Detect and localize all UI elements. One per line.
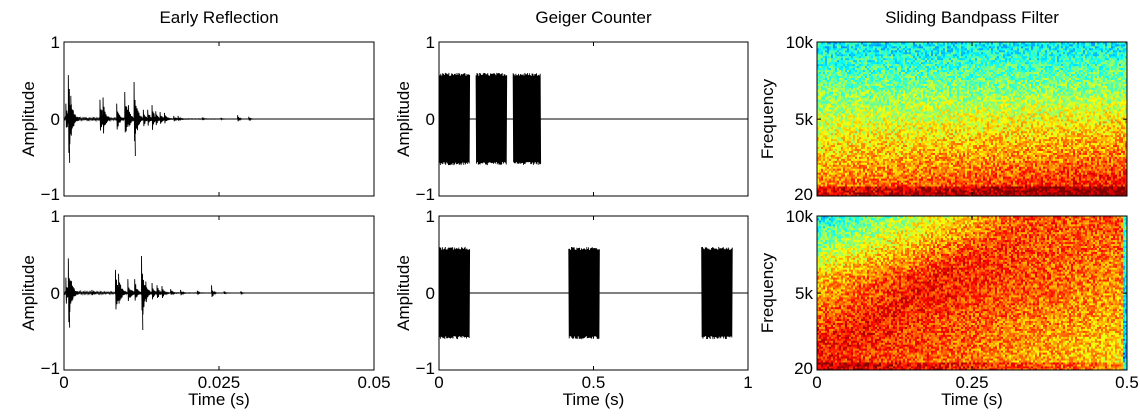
geiger-counter-bottom-xtick-label: 1 [743, 373, 752, 392]
early-reflection-top-reflection-4 [102, 97, 111, 134]
geiger-counter-bottom-xtick-label: 0.5 [582, 373, 606, 392]
sliding-bandpass-bottom-ytick-label: 20 [794, 359, 813, 378]
sliding-bandpass-bottom-xtick-label: 0.5 [1115, 373, 1139, 392]
early-reflection-bottom-ytick-label: 1 [51, 207, 60, 226]
sliding-bandpass-bottom-ytick-label: 5k [795, 284, 813, 303]
early-reflection-top-ytick-label: 0 [51, 110, 60, 129]
geiger-counter-bottom-plot-area [439, 246, 748, 340]
geiger-counter-bottom-ytick-label: 1 [426, 207, 435, 226]
sliding-bandpass-top-ytick-label: 20 [794, 185, 813, 204]
sliding-bandpass-top-ytick-label: 5k [795, 110, 813, 129]
early-reflection-top-reflection-17 [177, 115, 185, 121]
geiger-counter-top-title: Geiger Counter [535, 8, 652, 27]
early-reflection-top-reflection-20 [237, 115, 243, 122]
early-reflection-top-title: Early Reflection [159, 8, 278, 27]
sliding-bandpass-bottom-ytick-label: 10k [786, 207, 814, 226]
early-reflection-top-ytick-label: 1 [51, 33, 60, 52]
sliding-bandpass-top-panel: 20 5k 10k Sliding Bandpass Filter Frequency [758, 8, 1128, 204]
early-reflection-bottom-reflection-5 [118, 273, 128, 304]
early-reflection-bottom-ylabel: Amplitude [19, 255, 38, 331]
sliding-bandpass-bottom-panel: 20 5k 10k 0 0.25 0.5 Time (s) Frequency [758, 207, 1139, 409]
early-reflection-bottom-reflection-16 [211, 285, 217, 298]
early-reflection-bottom-xtick-label: 0.025 [198, 373, 241, 392]
early-reflection-bottom-plot-area [64, 256, 374, 330]
sliding-bandpass-bottom-cell [817, 368, 820, 370]
geiger-counter-bottom-ytick-label: 0 [426, 284, 435, 303]
early-reflection-top-reflection-15 [163, 112, 173, 124]
early-reflection-bottom-decay-tail [64, 289, 238, 296]
geiger-counter-bottom-burst-block-2 [701, 246, 733, 340]
geiger-counter-top-burst-block-2 [512, 73, 542, 165]
geiger-counter-top-plot-area [439, 72, 748, 166]
geiger-counter-bottom-xtick-label: 0 [434, 373, 443, 392]
geiger-counter-bottom-ylabel: Amplitude [394, 255, 413, 331]
early-reflection-bottom-xlabel: Time (s) [188, 390, 250, 409]
early-reflection-bottom-reflection-7 [134, 279, 143, 301]
sliding-bandpass-bottom-ylabel: Frequency [758, 252, 777, 333]
early-reflection-top-ytick-label: −1 [41, 185, 60, 204]
geiger-counter-bottom-xlabel: Time (s) [563, 390, 625, 409]
early-reflection-top-ylabel: Amplitude [19, 81, 38, 157]
sliding-bandpass-bottom-xlabel: Time (s) [941, 390, 1003, 409]
early-reflection-top-panel: −1 0 1 Early Reflection Amplitude [19, 8, 375, 204]
early-reflection-top-reflection-2 [70, 95, 79, 136]
early-reflection-top-reflection-21 [248, 116, 254, 122]
geiger-counter-bottom-burst-block-1 [568, 246, 600, 340]
geiger-counter-top-ytick-label: −1 [416, 185, 435, 204]
early-reflection-bottom-ytick-label: −1 [41, 359, 60, 378]
sliding-bandpass-top-plot-area [817, 42, 1127, 196]
early-reflection-top-reflection-8 [133, 82, 144, 156]
early-reflection-top-plot-area [64, 75, 374, 163]
geiger-counter-top-ytick-label: 0 [426, 110, 435, 129]
early-reflection-bottom-reflection-13 [170, 289, 178, 296]
early-reflection-top-reflection-5 [116, 103, 125, 130]
early-reflection-bottom-ytick-label: 0 [51, 284, 60, 303]
early-reflection-bottom-xtick-label: 0 [59, 373, 68, 392]
sliding-bandpass-bottom-xtick-label: 0 [812, 373, 821, 392]
early-reflection-bottom-xtick-label: 0.05 [357, 373, 390, 392]
early-reflection-top-decay-tail [64, 116, 226, 123]
geiger-counter-top-ylabel: Amplitude [394, 81, 413, 157]
early-reflection-bottom-reflection-12 [161, 286, 170, 298]
sliding-bandpass-top-cell [817, 194, 820, 196]
geiger-counter-bottom-burst-block-0 [439, 246, 471, 340]
geiger-counter-bottom-ytick-label: −1 [416, 359, 435, 378]
sliding-bandpass-top-title: Sliding Bandpass Filter [885, 8, 1059, 27]
geiger-counter-top-ytick-label: 1 [426, 33, 435, 52]
sliding-bandpass-top-ytick-label: 10k [786, 33, 814, 52]
geiger-counter-top-panel: −1 0 1 Geiger Counter Amplitude [394, 8, 749, 204]
sliding-bandpass-top-ylabel: Frequency [758, 78, 777, 159]
sliding-bandpass-bottom-plot-area [817, 216, 1127, 370]
early-reflection-bottom-reflection-18 [240, 291, 246, 296]
geiger-counter-top-burst-block-1 [475, 72, 508, 166]
sliding-bandpass-bottom-xtick-label: 0.25 [955, 373, 988, 392]
geiger-counter-top-burst-block-0 [439, 72, 471, 166]
